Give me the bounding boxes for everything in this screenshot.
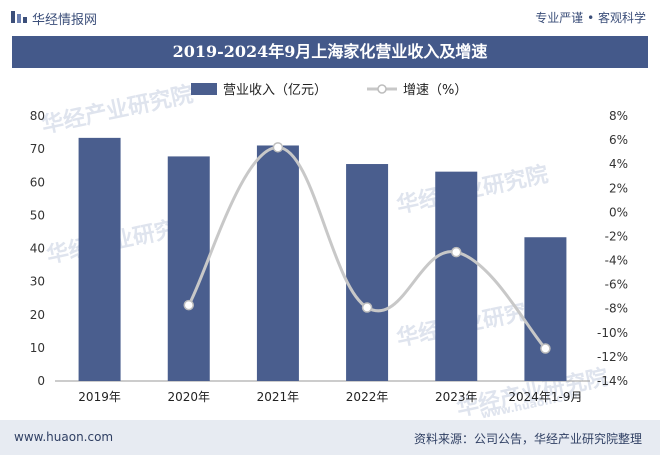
x-tick-label: 2020年	[167, 390, 210, 404]
left-tick-label: 80	[30, 109, 45, 123]
right-tick-label: -14%	[597, 374, 628, 388]
growth-point-4	[451, 246, 462, 258]
growth-point-2	[272, 142, 284, 153]
brand-name: 华经情报网	[32, 13, 98, 28]
title-bar: 2019-2024年9月上海家化营业收入及增速	[12, 36, 648, 68]
bar-1	[167, 156, 210, 381]
left-tick-label: 0	[37, 374, 45, 388]
legend-label-revenue: 营业收入（亿元）	[223, 83, 327, 98]
growth-point-3	[361, 302, 373, 313]
left-tick-label: 70	[30, 142, 45, 156]
right-tick-label: -8%	[605, 302, 628, 316]
left-tick-label: 50	[30, 208, 45, 222]
x-tick-label: 2024年1-9月	[508, 390, 582, 404]
right-tick-label: 2%	[609, 181, 628, 195]
right-tick-label: -10%	[597, 326, 628, 340]
growth-point-5	[540, 343, 551, 354]
legend-bar-swatch	[191, 83, 217, 95]
right-tick-label: 6%	[609, 133, 628, 147]
right-tick-label: 0%	[609, 205, 628, 219]
bar-3	[346, 164, 389, 381]
right-tick-label: -4%	[605, 254, 628, 268]
bar-2	[256, 145, 299, 381]
bar-4	[435, 171, 478, 381]
left-tick-label: 30	[30, 275, 45, 289]
x-tick-label: 2021年	[257, 390, 300, 404]
brand-logo-icon	[11, 11, 27, 23]
bar-5	[524, 237, 567, 381]
left-tick-label: 10	[30, 341, 45, 355]
chart-title: 2019-2024年9月上海家化营业收入及增速	[172, 42, 488, 61]
right-tick-label: 8%	[609, 109, 628, 123]
legend-line-marker	[377, 84, 387, 94]
x-tick-label: 2022年	[346, 390, 389, 404]
left-tick-label: 40	[30, 242, 45, 256]
slogan: 专业严谨 • 客观科学	[535, 11, 646, 25]
source-note: 资料来源：公司公告，华经产业研究院整理	[413, 432, 642, 446]
growth-point-1	[183, 299, 194, 311]
right-tick-label: -12%	[597, 350, 628, 364]
bar-0	[78, 137, 121, 381]
site-url: www.huaon.com	[14, 430, 114, 444]
right-tick-label: 4%	[609, 157, 628, 171]
left-tick-label: 20	[30, 308, 45, 322]
left-tick-label: 60	[30, 175, 45, 189]
x-tick-label: 2019年	[78, 390, 121, 404]
right-tick-label: -6%	[605, 278, 628, 292]
chart: 0 10 20 30 40 50 60 70 80 -14% -12% -10% -8% -6% -4% -2…	[30, 83, 628, 404]
right-tick-label: -2%	[605, 229, 628, 243]
x-tick-label: 2023年	[435, 390, 478, 404]
top-bar: 华经情报网 专业严谨 • 客观科学	[0, 0, 660, 34]
footer: www.huaon.com 资料来源：公司公告，华经产业研究院整理	[0, 420, 660, 455]
legend-label-growth: 增速（%）	[403, 83, 467, 98]
growth-line	[187, 145, 547, 350]
